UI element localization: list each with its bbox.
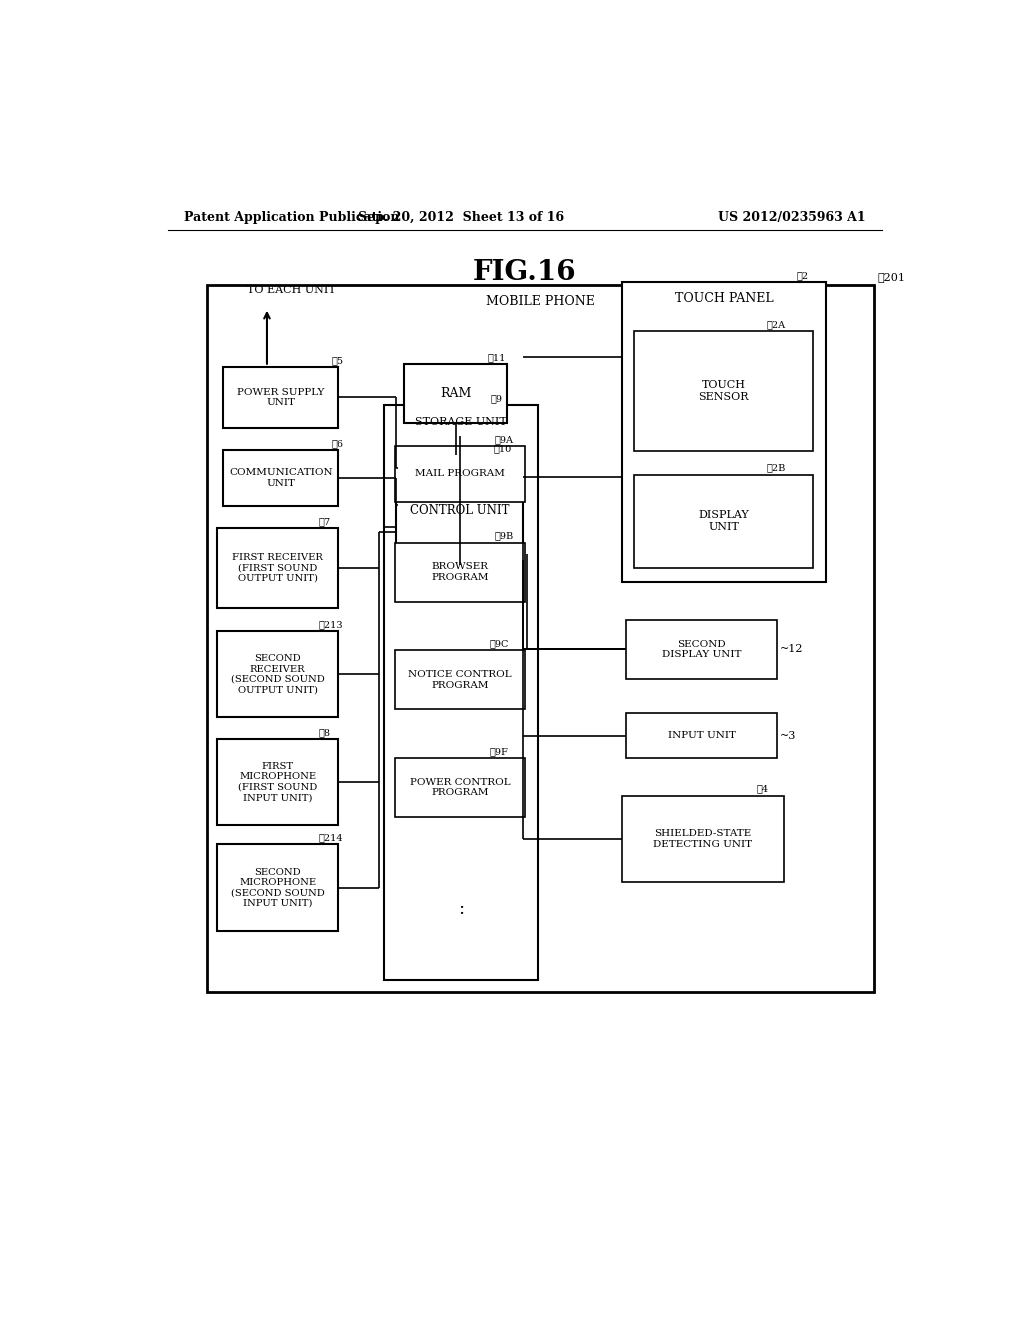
Text: MOBILE PHONE: MOBILE PHONE [486, 296, 595, 308]
Text: ⸊2: ⸊2 [797, 272, 808, 280]
Bar [217, 739, 338, 825]
Text: ⸊9: ⸊9 [490, 395, 503, 404]
Text: RAM: RAM [440, 387, 471, 400]
Text: ⸊4: ⸊4 [757, 784, 769, 793]
Bar [396, 455, 523, 565]
Text: TOUCH PANEL: TOUCH PANEL [675, 292, 773, 305]
Text: ⸊7: ⸊7 [318, 517, 331, 527]
Bar [627, 620, 777, 678]
Text: ⸊9F: ⸊9F [489, 747, 508, 756]
Bar [627, 713, 777, 758]
Text: POWER SUPPLY
UNIT: POWER SUPPLY UNIT [238, 388, 325, 407]
Text: COMMUNICATION
UNIT: COMMUNICATION UNIT [229, 469, 333, 488]
Text: STORAGE UNIT: STORAGE UNIT [415, 417, 507, 426]
Text: ~12: ~12 [779, 644, 803, 655]
Text: US 2012/0235963 A1: US 2012/0235963 A1 [719, 211, 866, 224]
Bar [217, 631, 338, 718]
Text: SECOND
RECEIVER
(SECOND SOUND
OUTPUT UNIT): SECOND RECEIVER (SECOND SOUND OUTPUT UNI… [230, 655, 325, 694]
Bar [395, 651, 525, 709]
Text: NOTICE CONTROL
PROGRAM: NOTICE CONTROL PROGRAM [409, 671, 512, 689]
Text: MAIL PROGRAM: MAIL PROGRAM [415, 470, 505, 478]
Text: POWER CONTROL
PROGRAM: POWER CONTROL PROGRAM [410, 777, 510, 797]
Bar [223, 450, 338, 506]
Bar [223, 367, 338, 428]
Text: ⸊11: ⸊11 [487, 352, 506, 362]
Text: Patent Application Publication: Patent Application Publication [183, 211, 399, 224]
Text: :: : [458, 899, 464, 917]
Text: SECOND
DISPLAY UNIT: SECOND DISPLAY UNIT [663, 640, 741, 659]
Bar [395, 543, 525, 602]
Text: ⸊9B: ⸊9B [495, 532, 514, 541]
Text: ⸊6: ⸊6 [332, 440, 344, 447]
Text: INPUT UNIT: INPUT UNIT [668, 731, 736, 741]
Bar [634, 474, 813, 568]
Text: SHIELDED-STATE
DETECTING UNIT: SHIELDED-STATE DETECTING UNIT [653, 829, 753, 849]
Text: ~3: ~3 [779, 731, 796, 741]
Text: DISPLAY
UNIT: DISPLAY UNIT [698, 511, 749, 532]
Bar [217, 845, 338, 931]
Text: ⸊9C: ⸊9C [489, 639, 509, 648]
Text: Sep. 20, 2012  Sheet 13 of 16: Sep. 20, 2012 Sheet 13 of 16 [358, 211, 564, 224]
Text: ⸊8: ⸊8 [318, 727, 331, 737]
Text: FIG.16: FIG.16 [473, 259, 577, 285]
Bar [207, 285, 874, 991]
Text: ⸊201: ⸊201 [878, 272, 905, 282]
Bar [384, 405, 539, 979]
Text: ⸊214: ⸊214 [318, 833, 343, 842]
Text: FIRST
MICROPHONE
(FIRST SOUND
INPUT UNIT): FIRST MICROPHONE (FIRST SOUND INPUT UNIT… [238, 762, 317, 803]
Bar [634, 331, 813, 451]
Text: ⸊10: ⸊10 [494, 444, 511, 453]
Bar [395, 446, 525, 502]
Text: CONTROL UNIT: CONTROL UNIT [410, 503, 510, 516]
Text: SECOND
MICROPHONE
(SECOND SOUND
INPUT UNIT): SECOND MICROPHONE (SECOND SOUND INPUT UN… [230, 867, 325, 908]
Text: ⸊2B: ⸊2B [767, 463, 786, 473]
Text: TO EACH UNIT: TO EACH UNIT [247, 285, 336, 294]
Bar [622, 282, 826, 582]
Bar [622, 796, 784, 882]
Bar [404, 364, 507, 422]
Bar [395, 758, 525, 817]
Text: ⸊9A: ⸊9A [495, 436, 514, 444]
Text: ⸊5: ⸊5 [332, 355, 344, 364]
Text: TOUCH
SENSOR: TOUCH SENSOR [698, 380, 749, 403]
Bar [217, 528, 338, 607]
Text: BROWSER
PROGRAM: BROWSER PROGRAM [431, 562, 488, 582]
Text: FIRST RECEIVER
(FIRST SOUND
OUTPUT UNIT): FIRST RECEIVER (FIRST SOUND OUTPUT UNIT) [232, 553, 323, 583]
Text: ⸊2A: ⸊2A [767, 321, 786, 329]
Text: ⸊213: ⸊213 [318, 620, 343, 630]
